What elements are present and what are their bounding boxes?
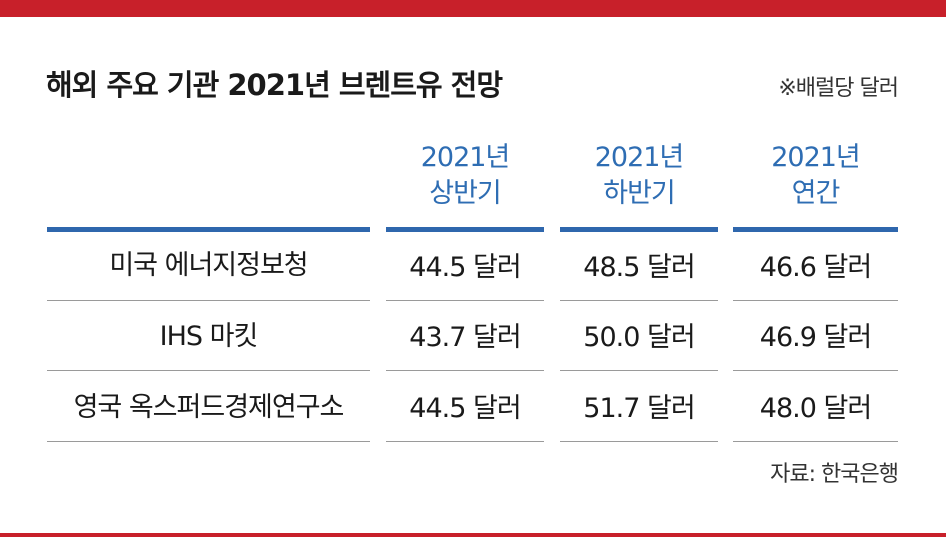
- column-header-line2: 연간: [791, 178, 841, 209]
- row-divider: [386, 300, 544, 301]
- row-value-second-half: 50.0 달러: [583, 322, 695, 353]
- row-value-annual: 46.9 달러: [759, 322, 872, 353]
- row-value-second-half: 51.7 달러: [583, 393, 695, 424]
- row-divider: [47, 300, 370, 301]
- table-title: 해외 주요 기관 2021년 브렌트유 전망: [46, 68, 503, 102]
- column-header-line1: 2021년: [420, 142, 511, 173]
- column-header-line1: 2021년: [771, 142, 861, 173]
- column-header-first-half: 2021년 상반기: [386, 140, 544, 220]
- row-divider: [560, 370, 718, 371]
- header-rule-col3: [733, 227, 898, 232]
- row-divider: [560, 441, 718, 442]
- column-header-second-half: 2021년 하반기: [560, 140, 718, 220]
- row-value-annual: 48.0 달러: [759, 393, 872, 424]
- row-value-first-half: 44.5 달러: [409, 393, 521, 424]
- row-divider: [386, 370, 544, 371]
- row-value-second-half: 48.5 달러: [583, 252, 695, 283]
- row-divider: [733, 300, 898, 301]
- bottom-accent-line: [0, 533, 946, 537]
- column-header-line1: 2021년: [594, 142, 685, 173]
- unit-note: ※배럴당 달러: [778, 76, 899, 101]
- row-org-name: 미국 에너지정보청: [109, 250, 308, 281]
- row-value-first-half: 44.5 달러: [409, 252, 521, 283]
- source-note: 자료: 한국은행: [770, 462, 899, 487]
- row-value-annual: 46.6 달러: [759, 252, 872, 283]
- row-divider: [733, 370, 898, 371]
- header-rule-col1: [386, 227, 544, 232]
- column-header-line2: 상반기: [429, 178, 502, 209]
- row-divider: [47, 370, 370, 371]
- row-value-first-half: 43.7 달러: [409, 322, 521, 353]
- row-divider: [733, 441, 898, 442]
- row-org-name: 영국 옥스퍼드경제연구소: [73, 392, 345, 423]
- row-divider: [47, 441, 370, 442]
- row-org-name: IHS 마킷: [159, 321, 259, 352]
- row-divider: [560, 300, 718, 301]
- header-rule-col2: [560, 227, 718, 232]
- column-header-annual: 2021년 연간: [733, 140, 898, 220]
- header-rule-org: [47, 227, 370, 232]
- row-divider: [386, 441, 544, 442]
- top-accent-bar: [0, 0, 946, 17]
- column-header-line2: 하반기: [603, 178, 676, 209]
